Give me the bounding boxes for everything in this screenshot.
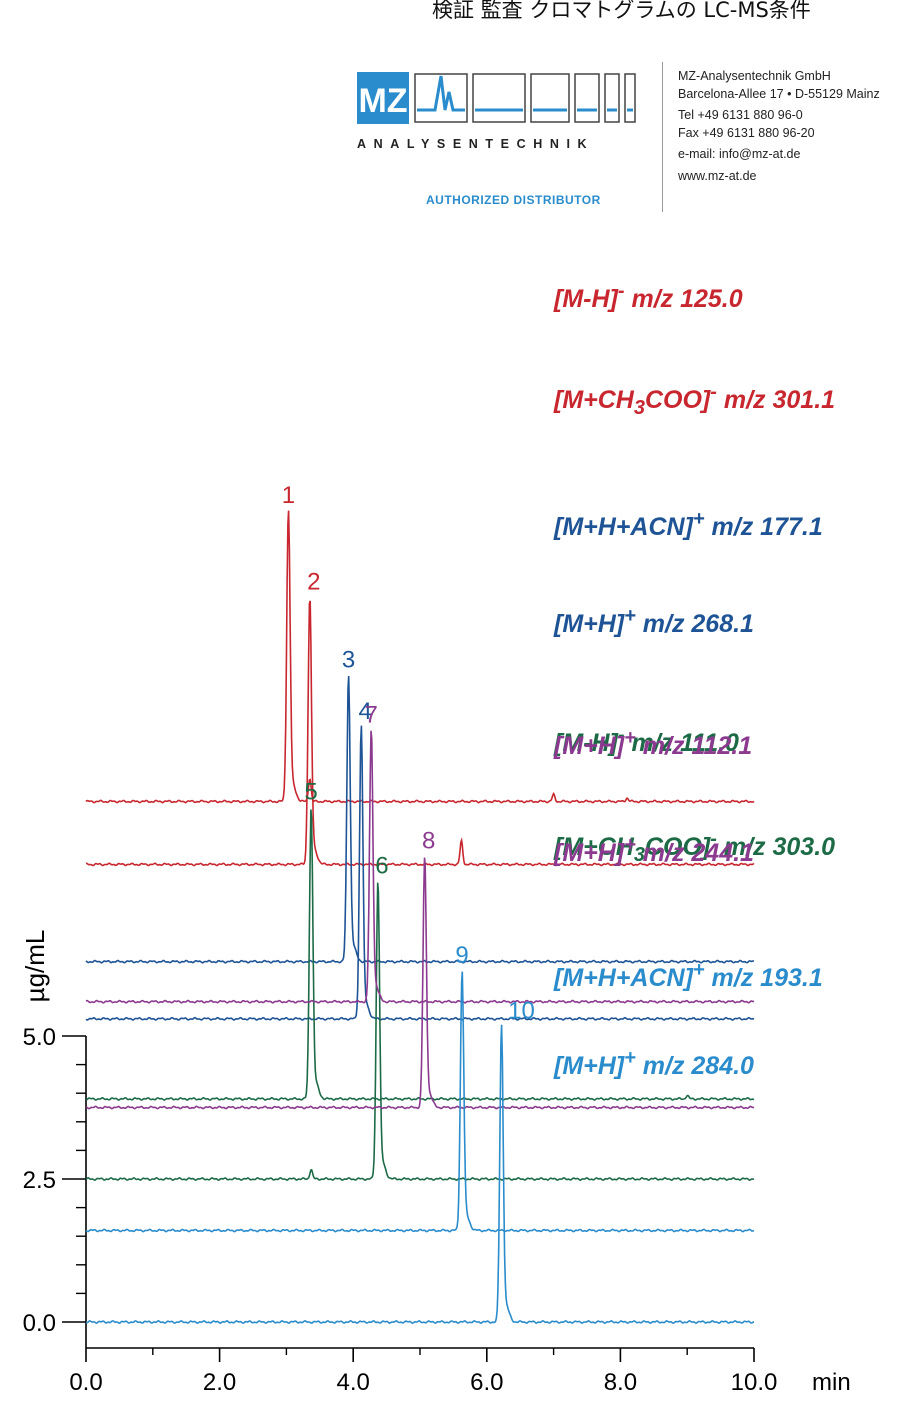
peak-label-7: 7 (365, 701, 378, 728)
x-tick-label: 2.0 (203, 1369, 236, 1396)
trace-label-5: [M-H]- m/z 111.0 (553, 724, 739, 757)
x-axis-label: min (812, 1369, 851, 1396)
mz-logo: MZ (357, 72, 647, 137)
trace-label-10: [M+H]+ m/z 284.0 (553, 1047, 754, 1080)
page-title: 検証 監査 クロマトグラムの LC-MS条件 (432, 0, 811, 22)
trace-label-7: [M+H]+ m/z 112.1 (553, 727, 752, 760)
trace-label-3: [M+H+ACN]+ m/z 177.1 (553, 508, 823, 541)
peak-label-9: 9 (455, 942, 468, 969)
trace-9 (85, 971, 755, 1233)
trace-1 (85, 510, 755, 804)
company-fax: Fax +49 6131 880 96-20 (678, 125, 815, 140)
peak-label-8: 8 (422, 828, 435, 855)
trace-3 (85, 675, 755, 964)
company-website: www.mz-at.de (678, 168, 757, 183)
x-tick-label: 0.0 (69, 1369, 102, 1396)
logo-graphic: MZ (357, 72, 636, 124)
x-tick-label: 6.0 (470, 1369, 503, 1396)
brand-word: ANALYSENTECHNIK (357, 137, 595, 151)
y-axis-label: µg/mL (20, 930, 50, 1003)
company-contact: MZ-Analysentechnik GmbH Barcelona-Allee … (678, 68, 880, 185)
peak-label-5: 5 (304, 778, 317, 805)
company-name: MZ-Analysentechnik GmbH (678, 69, 831, 83)
trace-6 (85, 882, 755, 1181)
y-tick-label: 0.0 (23, 1310, 56, 1337)
trace-label-6: [M+CH3COO]- m/z 303.0 (553, 828, 835, 866)
trace-8 (85, 857, 755, 1110)
company-phone: Tel +49 6131 880 96-0 (678, 108, 803, 122)
peak-label-2: 2 (307, 569, 320, 596)
peak-label-1: 1 (282, 482, 295, 509)
x-tick-label: 8.0 (604, 1369, 637, 1396)
y-tick-label: 5.0 (23, 1024, 56, 1051)
distributor-tagline: AUTHORIZED DISTRIBUTOR (426, 193, 601, 207)
trace-4 (85, 725, 755, 1021)
company-email: e-mail: info@mz-at.de (678, 147, 801, 161)
logo-divider (662, 62, 663, 212)
trace-label-1: [M-H]- m/z 125.0 (553, 280, 743, 313)
trace-2 (85, 600, 755, 867)
peak-label-10: 10 (508, 998, 535, 1025)
trace-label-8: [M+H]+ m/z 244.1 (553, 834, 754, 867)
trace-label-2: [M+CH3COO]- m/z 301.1 (553, 381, 835, 419)
peak-label-3: 3 (342, 646, 355, 673)
x-tick-label: 4.0 (337, 1369, 370, 1396)
logo-letters: MZ (358, 82, 407, 120)
trace-label-4: [M+H]+ m/z 268.1 (553, 605, 754, 638)
x-tick-label: 10.0 (731, 1369, 778, 1396)
trace-10 (85, 1024, 754, 1324)
peak-label-6: 6 (375, 852, 388, 879)
y-tick-label: 2.5 (23, 1167, 56, 1194)
peak-label-4: 4 (359, 698, 372, 725)
trace-7 (85, 730, 755, 1004)
trace-label-9: [M+H+ACN]+ m/z 193.1 (553, 959, 823, 992)
company-address: Barcelona-Allee 17 • D-55129 Mainz (678, 86, 880, 101)
